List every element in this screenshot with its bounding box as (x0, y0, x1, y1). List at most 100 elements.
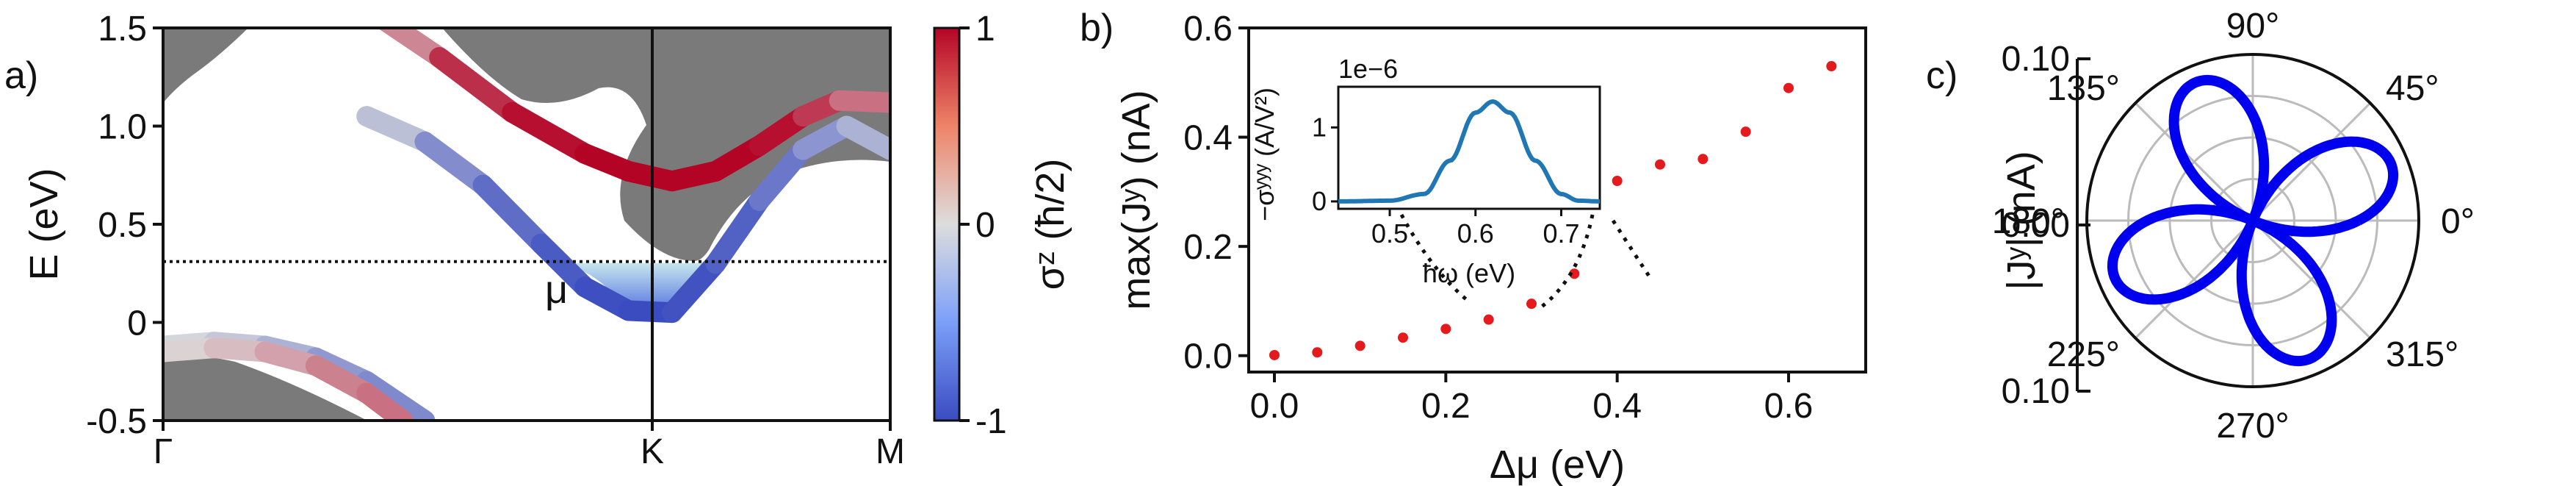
panel-b-y-axis-label: max(Jʸ) (nA) (1114, 90, 1158, 310)
data-point (1354, 340, 1365, 351)
x-tick-label-m: M (876, 432, 905, 471)
panel-c-y-axis-label: |Jʸ| (nA) (1999, 151, 2043, 290)
inset-ticks: 0.5 0.6 0.7 1 0 (1312, 112, 1580, 249)
panel-b-x-axis-label: Δμ (eV) (1490, 443, 1625, 486)
data-point (1612, 176, 1623, 186)
x-tick-label: 0.0 (1250, 387, 1299, 426)
band-segment (748, 139, 814, 211)
panel-b-label: b) (1080, 7, 1114, 49)
continuum-top-left (163, 28, 248, 103)
radial-axis: 0.10 0.00 0.10 (2002, 40, 2090, 411)
band-segment (502, 101, 596, 164)
polar-angle-labels: 0° 45° 90° 135° 180° 225° 270° 315° (1992, 7, 2475, 446)
band-segment (836, 115, 890, 160)
panel-b-data-points (1269, 61, 1837, 360)
data-point (1483, 314, 1494, 325)
polar-outer-circle (2085, 53, 2420, 388)
panel-c-label: c) (1926, 54, 1958, 97)
panel-b-ticks: 0.0 0.2 0.4 0.6 0.0 0.2 0.4 0.6 (1183, 10, 1813, 426)
x-tick-label-gamma: Γ (154, 432, 173, 471)
polar-angle-label: 135° (2047, 69, 2120, 108)
radial-tick-label: 0.00 (2002, 206, 2070, 245)
y-tick-label: -0.5 (86, 402, 147, 441)
colorbar-ticks: 1 0 -1 (959, 10, 1007, 441)
inset-x-tick-label: 0.7 (1543, 218, 1579, 249)
polar-angle-label: 315° (2386, 335, 2458, 374)
x-tick-label: 0.4 (1592, 387, 1642, 426)
inset-x-axis-label: ħω (eV) (1423, 258, 1515, 288)
band-segment (829, 90, 890, 113)
data-point (1398, 332, 1408, 343)
band-segment (662, 253, 726, 324)
panel-b-frame (1247, 26, 1867, 374)
data-point (1440, 324, 1451, 335)
continuum-top-right (442, 28, 890, 261)
colorbar-tick-label: 0 (975, 206, 995, 245)
band-segment (356, 382, 414, 421)
y-tick-label: 0.6 (1183, 10, 1233, 49)
inset-guide-dots (1399, 213, 1653, 311)
band-segment (377, 28, 450, 68)
polar-grid-spoke (2135, 102, 2254, 222)
band-segment (705, 190, 770, 274)
polar-grid-spoke (2251, 102, 2371, 222)
colorbar-tick-label: -1 (975, 402, 1007, 441)
bulk-continuum (163, 28, 890, 421)
polar-grid-spoke (2135, 219, 2254, 339)
data-point (1740, 126, 1751, 137)
polar-angle-label: 180° (1992, 202, 2065, 241)
polar-angle-label: 45° (2386, 69, 2439, 108)
data-point (1569, 268, 1580, 279)
colorbar-tick-label: 1 (975, 10, 995, 49)
band-segment (472, 174, 552, 254)
polar-curve (2107, 74, 2399, 367)
y-tick-label: 1.0 (98, 108, 147, 147)
data-point (1655, 159, 1665, 170)
inset: 0.5 0.6 0.7 1 0 1e−6 ħω (eV) −σʸʸʸ (A/V²) (1249, 54, 1601, 288)
polar-angle-label: 0° (2441, 202, 2475, 241)
panel-a-x-ticks: Γ K M (154, 421, 905, 471)
inset-y-tick-label: 0 (1312, 186, 1327, 216)
polar-angle-label: 90° (2226, 7, 2280, 46)
band-structure (163, 28, 890, 421)
y-tick-label: 0.5 (98, 206, 147, 245)
polar-angle-label: 225° (2047, 335, 2120, 374)
band-segment (429, 47, 523, 123)
radial-tick-label: 0.10 (2002, 372, 2070, 411)
inset-curve (1338, 99, 1600, 204)
inset-scale-label: 1e−6 (1338, 54, 1398, 84)
panel-a-y-ticks: 1.5 1.0 0.5 0 -0.5 (86, 10, 163, 441)
inset-x-tick-label: 0.5 (1371, 218, 1408, 249)
panel-a: a) μ 1.5 1.0 0.5 0 -0.5 Γ K M E (eV) (4, 10, 1072, 471)
inset-y-tick-label: 1 (1312, 112, 1327, 142)
continuum-bottom-left (163, 357, 367, 421)
y-tick-label: 0.4 (1183, 119, 1233, 158)
x-tick-label: 0.6 (1764, 387, 1814, 426)
y-tick-label: 0.0 (1183, 337, 1233, 376)
band-segment (414, 131, 494, 196)
data-point (1826, 61, 1837, 71)
mu-label: μ (545, 268, 568, 312)
inset-background (1337, 85, 1601, 210)
y-tick-label: 0 (127, 304, 147, 343)
panel-c: c) |Jʸ| (nA) 0.10 0.00 0.10 0° 45° 90° 135°… (1926, 7, 2475, 446)
polar-grid-spoke (2251, 219, 2371, 339)
colorbar-gradient (933, 26, 961, 422)
colorbar: 1 0 -1 σᶻ (ħ/2) (933, 10, 1072, 441)
data-point (1312, 347, 1323, 358)
polar-grid (2087, 54, 2419, 387)
x-tick-label-k: K (641, 432, 664, 471)
panel-b: b) 0.0 0.2 0.4 0.6 0.0 0.2 0.4 0.6 Δμ (eV) max(… (1080, 7, 1867, 486)
colorbar-label: σᶻ (ħ/2) (1028, 159, 1072, 290)
radial-tick-label: 0.10 (2002, 40, 2070, 79)
x-tick-label: 0.2 (1421, 387, 1471, 426)
band-segment (356, 106, 436, 152)
data-point (1269, 349, 1280, 360)
mu-filled-region (558, 263, 704, 313)
panel-a-y-axis-label: E (eV) (22, 168, 66, 280)
inset-y-axis-label: −σʸʸʸ (A/V²) (1249, 87, 1280, 221)
y-tick-label: 1.5 (98, 10, 147, 49)
polar-angle-label: 270° (2216, 407, 2289, 446)
data-point (1526, 299, 1537, 310)
